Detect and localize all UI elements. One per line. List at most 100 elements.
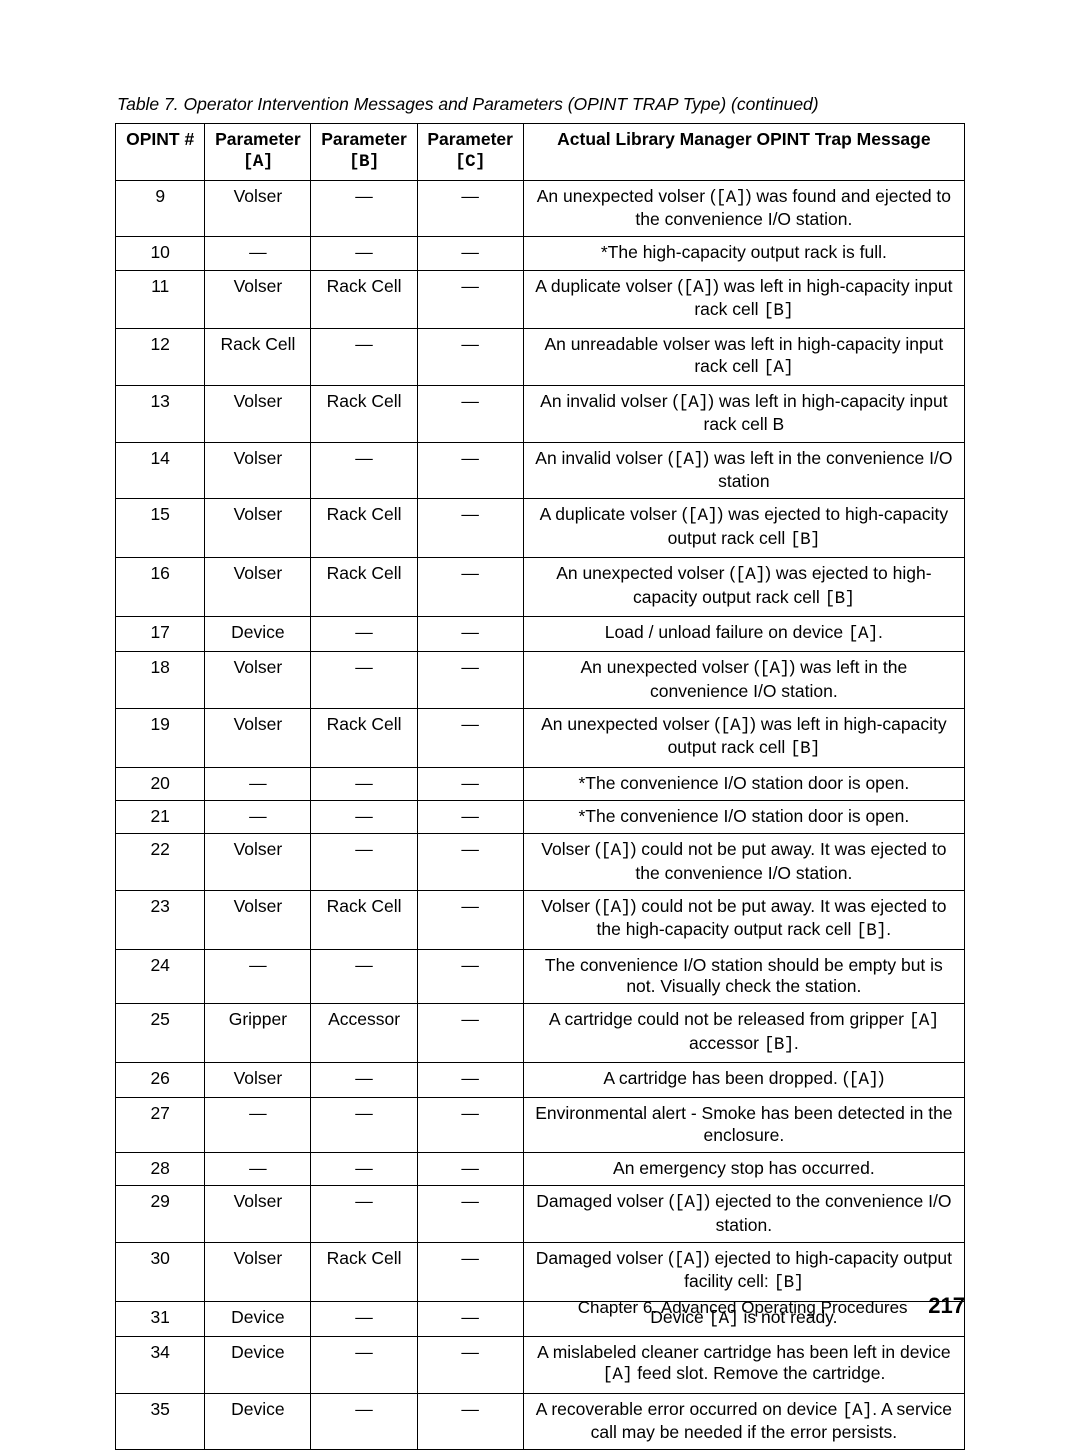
table-cell: — — [311, 800, 417, 833]
table-row: 34Device——A mislabeled cleaner cartridge… — [116, 1337, 965, 1394]
table-cell-message: An unexpected volser ([A]) was left in h… — [523, 708, 964, 767]
table-row: 35Device——A recoverable error occurred o… — [116, 1393, 965, 1450]
message-text: *The high-capacity output rack is full. — [601, 242, 887, 262]
table-cell: 20 — [116, 767, 205, 800]
message-text: The convenience I/O station should be em… — [545, 955, 943, 996]
table-cell: — — [311, 1186, 417, 1243]
param-code: [B] — [790, 739, 820, 759]
table-cell: — — [417, 949, 523, 1004]
table-cell-message: An unexpected volser ([A]) was found and… — [523, 180, 964, 237]
table-cell: Rack Cell — [311, 1243, 417, 1302]
message-text: An unreadable volser was left in high-ca… — [544, 334, 943, 375]
table-cell: Rack Cell — [311, 499, 417, 558]
table-cell: — — [417, 499, 523, 558]
param-code: [B] — [790, 530, 820, 550]
table-cell: Rack Cell — [311, 386, 417, 443]
table-cell: — — [205, 949, 311, 1004]
table-cell: — — [311, 1301, 417, 1336]
table-cell: Volser — [205, 890, 311, 949]
col-param-c-code: [C] — [455, 152, 485, 172]
table-cell: 17 — [116, 616, 205, 651]
message-text: Damaged volser ( — [536, 1248, 674, 1268]
table-row: 28———An emergency stop has occurred. — [116, 1153, 965, 1186]
message-text: A cartridge could not be released from g… — [549, 1009, 909, 1029]
message-text: An unexpected volser ( — [581, 657, 760, 677]
footer-chapter: Chapter 6. Advanced Operating Procedures — [578, 1298, 908, 1317]
table-cell: — — [417, 442, 523, 499]
table-caption: Table 7. Operator Intervention Messages … — [115, 94, 965, 115]
table-cell-message: An invalid volser ([A]) was left in the … — [523, 442, 964, 499]
table-cell: Accessor — [311, 1004, 417, 1063]
table-cell: 21 — [116, 800, 205, 833]
table-cell-message: An unreadable volser was left in high-ca… — [523, 329, 964, 386]
table-row: 19VolserRack Cell—An unexpected volser (… — [116, 708, 965, 767]
table-cell: Volser — [205, 652, 311, 709]
message-text: Volser ( — [541, 839, 600, 859]
table-cell: 19 — [116, 708, 205, 767]
table-cell: — — [417, 386, 523, 443]
table-cell: — — [311, 1063, 417, 1098]
table-cell: 10 — [116, 237, 205, 270]
table-cell: 35 — [116, 1393, 205, 1450]
param-code: [A] — [760, 659, 790, 679]
table-cell-message: Volser ([A]) could not be put away. It w… — [523, 834, 964, 891]
table-cell: — — [417, 834, 523, 891]
col-param-b-label: Parameter — [321, 129, 407, 149]
table-cell: Device — [205, 1301, 311, 1336]
table-cell: Volser — [205, 499, 311, 558]
table-cell: — — [205, 800, 311, 833]
table-cell-message: *The convenience I/O station door is ope… — [523, 800, 964, 833]
message-text: An emergency stop has occurred. — [613, 1158, 875, 1178]
table-cell: 14 — [116, 442, 205, 499]
param-code: [A] — [674, 1250, 704, 1270]
table-row: 18Volser——An unexpected volser ([A]) was… — [116, 652, 965, 709]
col-param-a-code: [A] — [243, 152, 273, 172]
message-text: *The convenience I/O station door is ope… — [578, 806, 909, 826]
col-opint: OPINT # — [116, 124, 205, 181]
table-cell: — — [311, 1098, 417, 1153]
table-row: 17Device——Load / unload failure on devic… — [116, 616, 965, 651]
table-cell-message: A cartridge has been dropped. ([A]) — [523, 1063, 964, 1098]
message-text: An unexpected volser ( — [537, 186, 716, 206]
table-header: OPINT # Parameter [A] Parameter [B] Para… — [116, 124, 965, 181]
table-cell: Rack Cell — [311, 890, 417, 949]
table-row: 15VolserRack Cell—A duplicate volser ([A… — [116, 499, 965, 558]
table-cell: — — [311, 329, 417, 386]
message-text: . — [878, 622, 883, 642]
param-code: [A] — [842, 1401, 872, 1421]
table-cell: — — [311, 180, 417, 237]
param-code: [A] — [602, 1365, 632, 1385]
param-code: [A] — [849, 1070, 879, 1090]
message-text: ) — [879, 1068, 885, 1088]
table-cell: — — [311, 1337, 417, 1394]
table-cell: Volser — [205, 1063, 311, 1098]
table-cell: Volser — [205, 1186, 311, 1243]
table-cell: — — [417, 616, 523, 651]
col-param-a-label: Parameter — [215, 129, 301, 149]
table-cell: — — [311, 1393, 417, 1450]
table-cell: 31 — [116, 1301, 205, 1336]
col-param-a: Parameter [A] — [205, 124, 311, 181]
param-code: [A] — [735, 565, 765, 585]
table-cell: — — [417, 1337, 523, 1394]
table-cell: Rack Cell — [311, 558, 417, 617]
table-cell: — — [311, 1153, 417, 1186]
table-cell: — — [311, 834, 417, 891]
table-cell: Volser — [205, 270, 311, 329]
table-row: 29Volser——Damaged volser ([A]) ejected t… — [116, 1186, 965, 1243]
table-cell: Device — [205, 1337, 311, 1394]
param-code: [B] — [825, 589, 855, 609]
table-cell: Volser — [205, 1243, 311, 1302]
table-cell: — — [417, 1393, 523, 1450]
col-param-b-code: [B] — [349, 152, 379, 172]
table-cell: Volser — [205, 386, 311, 443]
table-cell: — — [311, 767, 417, 800]
table-cell-message: A duplicate volser ([A]) was ejected to … — [523, 499, 964, 558]
param-code: [B] — [774, 1273, 804, 1293]
table-cell: Volser — [205, 558, 311, 617]
table-cell: Gripper — [205, 1004, 311, 1063]
table-cell: 27 — [116, 1098, 205, 1153]
param-code: [A] — [720, 716, 750, 736]
table-cell: — — [205, 1098, 311, 1153]
table-cell-message: Damaged volser ([A]) ejected to the conv… — [523, 1186, 964, 1243]
